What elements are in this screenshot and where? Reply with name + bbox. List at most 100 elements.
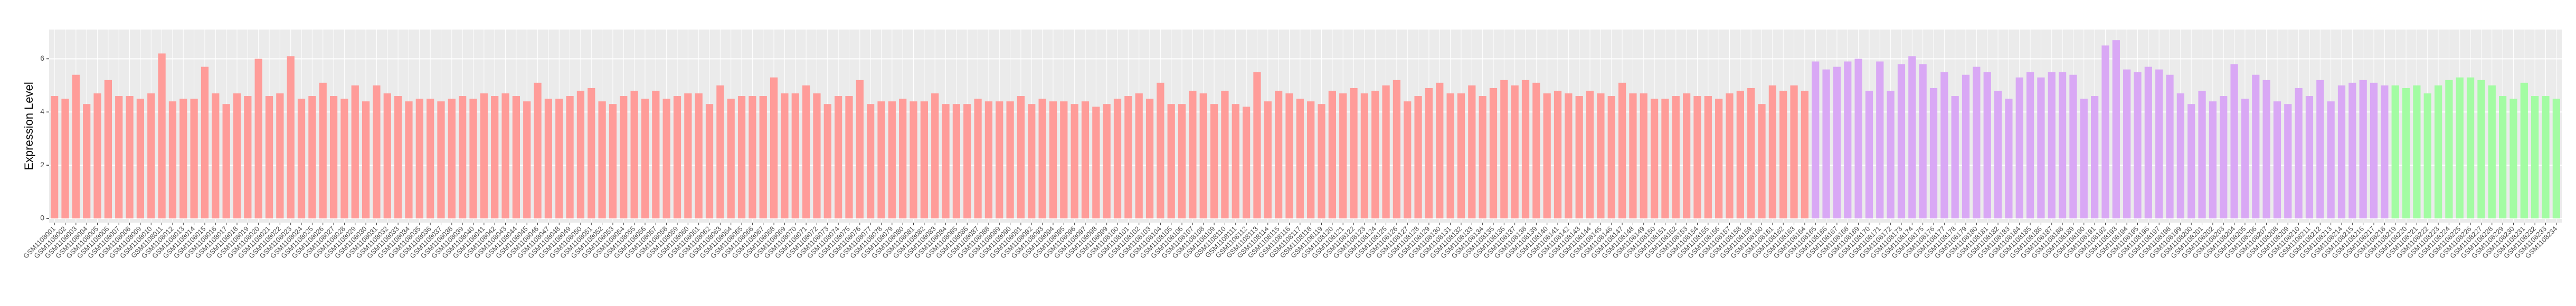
bar: [544, 99, 553, 218]
bar: [2015, 77, 2023, 218]
bar: [2359, 80, 2367, 219]
bar: [72, 74, 80, 218]
bar: [2230, 64, 2238, 219]
bar: [1210, 104, 1218, 218]
bar: [920, 101, 928, 218]
bar: [963, 104, 971, 218]
bar: [158, 53, 166, 218]
bar: [1543, 93, 1551, 218]
bar: [1962, 74, 1970, 218]
bar: [340, 99, 348, 218]
bar: [2531, 96, 2539, 218]
bar: [1328, 90, 1336, 218]
bar: [781, 93, 789, 218]
bar: [1307, 101, 1315, 218]
bar: [1017, 96, 1025, 218]
bar: [1919, 64, 1927, 219]
bar: [1178, 104, 1186, 218]
bar: [1951, 96, 1959, 218]
bar: [1221, 90, 1229, 218]
bar: [2509, 99, 2517, 218]
bar: [2091, 96, 2099, 218]
bar: [1382, 85, 1390, 218]
bar: [1983, 72, 1991, 218]
bar: [2370, 82, 2378, 218]
bar: [254, 59, 262, 219]
bar: [1468, 85, 1476, 218]
bar: [1167, 104, 1175, 218]
bar: [2477, 80, 2485, 219]
bar: [2423, 93, 2431, 218]
bar: [383, 93, 391, 218]
bar: [244, 96, 252, 218]
bar: [2542, 96, 2550, 218]
bar: [1758, 104, 1766, 218]
bar: [415, 99, 423, 218]
bar: [1768, 85, 1776, 218]
bar: [1940, 72, 1948, 218]
bar: [566, 96, 574, 218]
bar: [51, 96, 59, 218]
y-tick-label: 6: [40, 54, 44, 62]
bar: [2134, 72, 2142, 218]
bar: [1650, 99, 1659, 218]
bar: [201, 66, 209, 218]
bar: [1747, 88, 1755, 218]
bar: [1715, 99, 1723, 218]
bar: [1661, 99, 1669, 218]
bar: [61, 99, 69, 218]
bar: [2069, 74, 2077, 218]
bar: [147, 93, 155, 218]
bar: [2316, 80, 2324, 219]
bar: [2327, 101, 2335, 218]
bar: [1360, 93, 1368, 218]
bar: [1350, 88, 1358, 218]
bar: [942, 104, 950, 218]
bar: [1232, 104, 1239, 218]
bar: [652, 90, 660, 218]
bar: [1801, 90, 1809, 218]
bar: [1275, 90, 1283, 218]
bar: [2187, 104, 2195, 218]
bar: [620, 96, 628, 218]
bar: [1285, 93, 1293, 218]
bar: [1296, 99, 1304, 218]
bar: [2037, 77, 2045, 218]
bar: [1371, 90, 1379, 218]
bar: [136, 99, 145, 218]
bar: [910, 101, 917, 218]
bar: [770, 77, 778, 218]
bar: [662, 99, 670, 218]
bar: [1779, 90, 1787, 218]
bar: [2101, 45, 2109, 218]
bar: [512, 96, 520, 218]
bar: [1683, 93, 1691, 218]
bar: [1575, 96, 1583, 218]
bar: [695, 93, 703, 218]
bar: [2209, 101, 2217, 218]
bar: [233, 93, 241, 218]
bar: [609, 104, 617, 218]
bar: [373, 85, 381, 218]
bar: [1822, 69, 1830, 219]
bar: [2144, 66, 2152, 218]
bar: [1500, 80, 1508, 219]
bar: [1425, 88, 1433, 218]
bar: [2552, 99, 2560, 218]
bar: [2337, 85, 2346, 218]
bar: [297, 99, 306, 218]
bar: [2273, 101, 2281, 218]
bar: [2262, 80, 2270, 219]
bar: [684, 93, 692, 218]
bar: [2005, 99, 2013, 218]
bar: [1812, 61, 1820, 218]
bar: [984, 101, 993, 218]
bar: [1006, 101, 1014, 218]
y-tick-label: 4: [40, 107, 44, 116]
bar: [1135, 93, 1143, 218]
bar: [856, 80, 864, 219]
bar: [737, 96, 746, 218]
bar: [480, 93, 488, 218]
bar: [2026, 72, 2034, 218]
